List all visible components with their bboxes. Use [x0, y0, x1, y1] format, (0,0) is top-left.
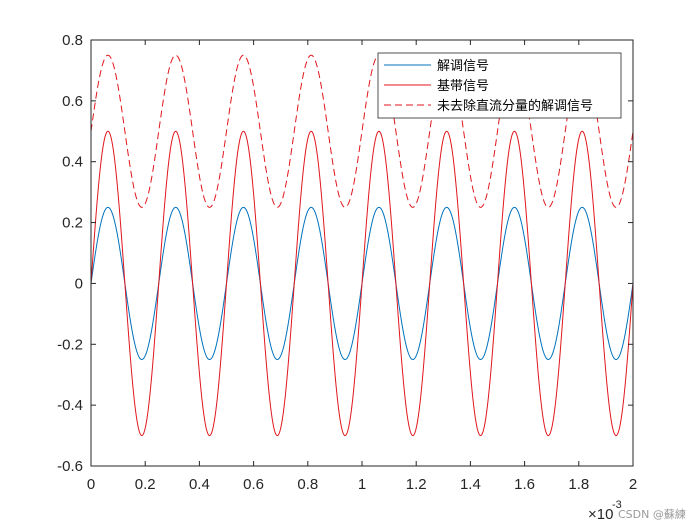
series-line-2 — [90, 54, 634, 208]
legend-label-0: 解调信号 — [437, 59, 489, 74]
ticks-layer: 0 0.2 0.4 0.6 0.8 1 1.2 1.4 1.6 1.8 2 -0.6 -0.4 -0.2 0… — [57, 32, 637, 493]
y-tick-label-0: -0.6 — [57, 458, 83, 475]
y-tick-label-6: 0.6 — [62, 93, 83, 110]
x-tick-label-1: 0.2 — [135, 476, 156, 493]
x-tick-label-4: 0.8 — [297, 476, 318, 493]
series-layer — [90, 54, 634, 437]
y-tick-label-2: -0.2 — [57, 336, 83, 353]
x-tick-label-2: 0.4 — [189, 476, 210, 493]
x-exponent: ×10 -3 — [588, 499, 622, 523]
x-tick-label-9: 1.8 — [568, 476, 589, 493]
x-tick-label-8: 1.6 — [514, 476, 535, 493]
x-exponent-base: ×10 — [588, 506, 613, 523]
y-tick-label-5: 0.4 — [62, 154, 83, 171]
watermark: CSDN @蘇練 — [618, 507, 686, 521]
x-tick-label-7: 1.4 — [460, 476, 481, 493]
y-tick-label-4: 0.2 — [62, 215, 83, 232]
x-tick-label-0: 0 — [87, 476, 95, 493]
legend-label-2: 未去除直流分量的解调信号 — [437, 98, 593, 114]
legend: 解调信号 基带信号 未去除直流分量的解调信号 — [377, 52, 622, 119]
x-tick-label-5: 1 — [358, 476, 366, 493]
y-tick-label-1: -0.4 — [57, 397, 83, 414]
x-tick-label-10: 2 — [629, 476, 637, 493]
x-exponent-power: -3 — [612, 499, 622, 511]
y-tick-label-7: 0.8 — [62, 32, 83, 49]
x-tick-label-6: 1.2 — [406, 476, 427, 493]
x-tick-label-3: 0.6 — [243, 476, 264, 493]
y-tick-label-3: 0 — [75, 275, 83, 292]
legend-label-1: 基带信号 — [437, 79, 489, 94]
series-line-1 — [90, 130, 634, 437]
